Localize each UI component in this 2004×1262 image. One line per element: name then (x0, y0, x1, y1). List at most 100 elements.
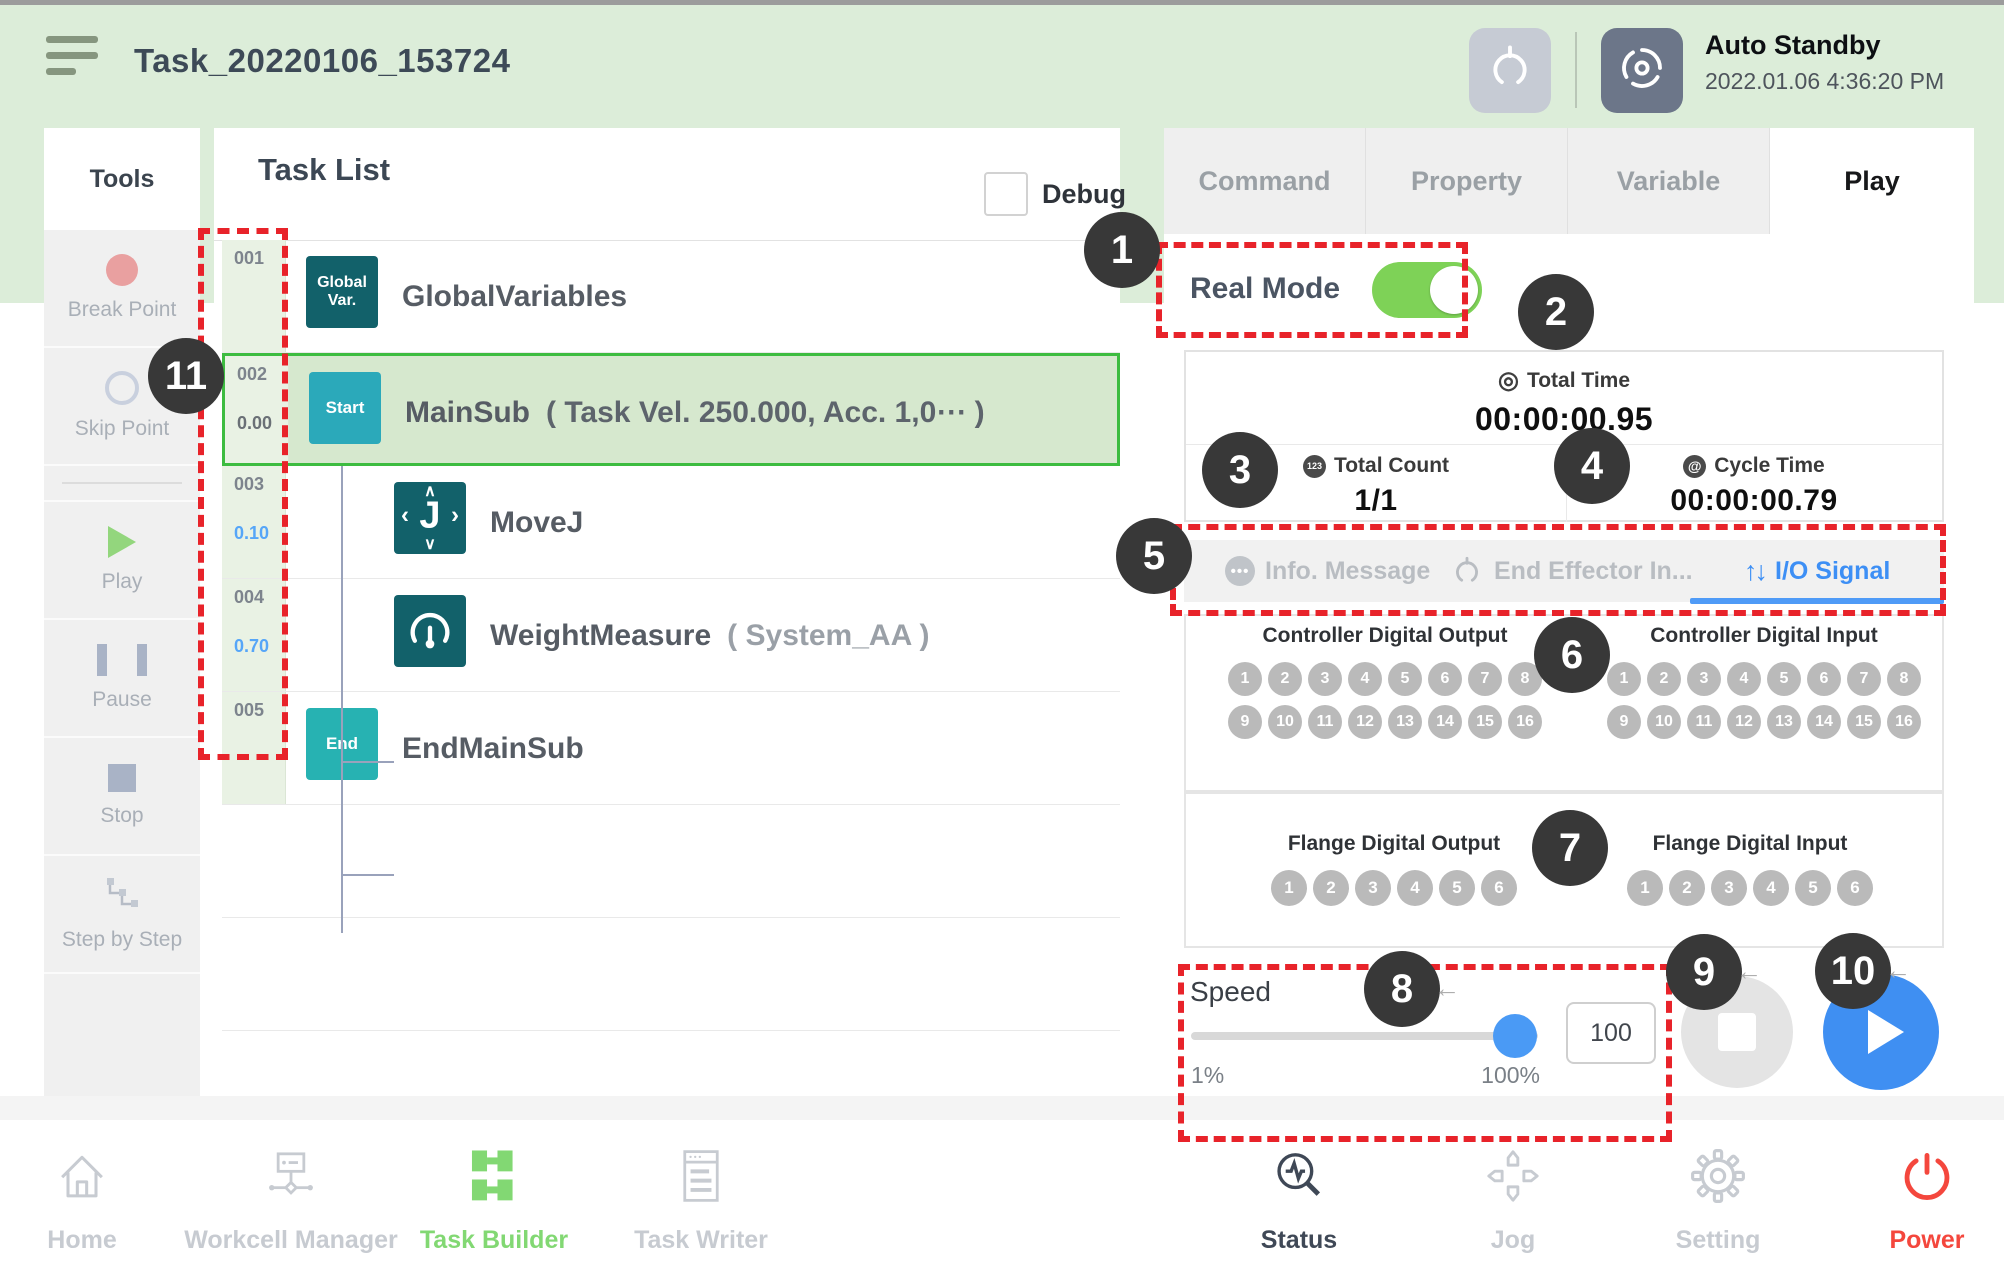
task-row[interactable]: 005 EndEndMainSub (222, 692, 1120, 805)
task-row-sublabel: ( Task Vel. 250.000, Acc. 1,0⋯ ) (546, 396, 985, 429)
line-number-cell: 005 (222, 692, 286, 804)
task-writer-icon (672, 1140, 730, 1212)
count-icon: 123 (1302, 454, 1326, 478)
movej-icon: ∧ ‹ J › ∨ (394, 482, 466, 554)
line-number: 005 (234, 700, 265, 720)
speed-slider-track[interactable] (1191, 1032, 1538, 1040)
task-list-header-divider (214, 240, 1120, 241)
robot-status: Auto Standby (1705, 30, 1881, 60)
io-tab-1[interactable]: End Effector In... (1450, 540, 1693, 602)
stop-button[interactable] (1681, 976, 1793, 1088)
io-circle-6: 6 (1807, 662, 1841, 696)
end-effector-header-button[interactable] (1469, 28, 1551, 113)
tools-panel-filler (44, 974, 200, 1096)
tab-play[interactable]: Play (1770, 128, 1974, 234)
speed-value-field[interactable]: 100 (1566, 1002, 1656, 1064)
tools-panel: Tools Break Point Skip Point Play Pause Stop… (44, 128, 200, 1096)
stop-icon (1718, 1013, 1756, 1051)
io-circle-6: 6 (1428, 662, 1462, 696)
total-count-label: 123 Total Count (1186, 454, 1566, 478)
tool-item-pause[interactable]: Pause (44, 620, 200, 736)
speed-slider-knob[interactable] (1493, 1014, 1537, 1058)
task-row[interactable]: 001 Global Var. GlobalVariables (222, 240, 1120, 353)
nav-item-jog[interactable]: Jog (1403, 1140, 1623, 1255)
tool-item-play[interactable]: Play (44, 502, 200, 618)
nav-item-setting[interactable]: Setting (1608, 1140, 1828, 1255)
tab-command[interactable]: Command (1164, 128, 1366, 234)
debug-checkbox[interactable] (984, 172, 1028, 216)
tool-item-step-by-step[interactable]: Step by Step (44, 856, 200, 972)
tab-variable[interactable]: Variable (1568, 128, 1770, 234)
debug-label: Debug (1042, 178, 1126, 209)
io-circle-1: 1 (1271, 870, 1307, 906)
nav-item-label: Task Writer (634, 1226, 768, 1254)
io-circle-8: 8 (1508, 662, 1542, 696)
speed-label: Speed (1190, 976, 1271, 1007)
total-time-value: 00:00:00.95 (1474, 401, 1654, 437)
annotation-number: 5 (1142, 533, 1166, 578)
tools-panel-title: Tools (44, 128, 200, 230)
io-circle-16: 16 (1508, 705, 1542, 739)
io-tab-io-signal[interactable]: ↑↓ I/O Signal (1744, 540, 1890, 602)
task-row[interactable]: 004 0.70 WeightMeasure ( System_AA ) (222, 579, 1120, 692)
status-icon (1269, 1140, 1329, 1212)
tab-property[interactable]: Property (1366, 128, 1568, 234)
io-circle-5: 5 (1439, 870, 1475, 906)
io-circle-rows: 1 2 3 4 5 6 7 8 9 10 11 12 13 14 15 16 (1228, 662, 1542, 739)
io-circle-2: 2 (1268, 662, 1302, 696)
bottom-separator (0, 1096, 2004, 1120)
io-circle-2: 2 (1313, 870, 1349, 906)
task-rows: 001 Global Var. GlobalVariables 002 0.00 Start… (222, 240, 1120, 1031)
swirl-icon (1615, 41, 1669, 100)
io-group-flange-digital-output: Flange Digital Output 1 2 3 4 5 6 (1266, 832, 1522, 906)
task-row[interactable]: 003 0.10 ∧ ‹ J › ∨ MoveJ (222, 466, 1120, 579)
total-count-value: 1/1 (1354, 484, 1398, 517)
play-button[interactable] (1823, 974, 1939, 1090)
io-circle-13: 13 (1767, 705, 1801, 739)
debug-toggle[interactable]: Debug (984, 172, 1126, 216)
task-row[interactable]: 002 0.00 Start MainSub ( Task Vel. 250.000, … (222, 353, 1120, 466)
nav-item-home[interactable]: Home (0, 1140, 192, 1255)
io-tab-0[interactable]: ••• Info. Message (1225, 540, 1430, 602)
io-circle-15: 15 (1847, 705, 1881, 739)
io-circle-6: 6 (1837, 870, 1873, 906)
nav-item-workcell-manager[interactable]: Workcell Manager (181, 1140, 401, 1255)
tools-divider (44, 466, 200, 500)
line-time: 0.70 (234, 636, 270, 656)
task-row-label: EndMainSub (402, 731, 584, 765)
task-list-title: Task List (258, 152, 391, 187)
line-number: 001 (234, 248, 265, 268)
io-circle-13: 13 (1388, 705, 1422, 739)
tool-item-label: Play (101, 570, 143, 593)
tool-item-stop[interactable]: Stop (44, 738, 200, 854)
stats-box: ◎ Total Time 00:00:00.95 123 Total Count… (1184, 350, 1944, 522)
io-circle-14: 14 (1428, 705, 1462, 739)
robot-state-button[interactable] (1601, 28, 1683, 113)
io-signal-active-underline (1690, 598, 1944, 604)
io-group-title: Flange Digital Output (1287, 832, 1501, 855)
gripper-icon (1456, 556, 1478, 582)
io-circle-8: 8 (1887, 662, 1921, 696)
io-circle-3: 3 (1308, 662, 1342, 696)
io-circle-5: 5 (1795, 870, 1831, 906)
nav-item-task-builder[interactable]: Task Builder (384, 1140, 604, 1255)
header-divider (1575, 32, 1577, 108)
real-mode-toggle[interactable] (1372, 262, 1482, 318)
tool-item-skip-point[interactable]: Skip Point (44, 348, 200, 464)
nav-item-status[interactable]: Status (1189, 1140, 1409, 1255)
task-row-label: MoveJ (490, 505, 584, 539)
task-row-content: EndEndMainSub (286, 692, 1120, 804)
total-time-icon: ◎ (1497, 367, 1519, 394)
io-circle-5: 5 (1388, 662, 1422, 696)
nav-item-power[interactable]: Power (1817, 1140, 2004, 1255)
menu-icon[interactable] (46, 36, 100, 84)
io-circle-2: 2 (1647, 662, 1681, 696)
io-circle-3: 3 (1355, 870, 1391, 906)
io-circle-4: 4 (1753, 870, 1789, 906)
nav-item-task-writer[interactable]: Task Writer (591, 1140, 811, 1255)
tool-item-break-point[interactable]: Break Point (44, 230, 200, 346)
